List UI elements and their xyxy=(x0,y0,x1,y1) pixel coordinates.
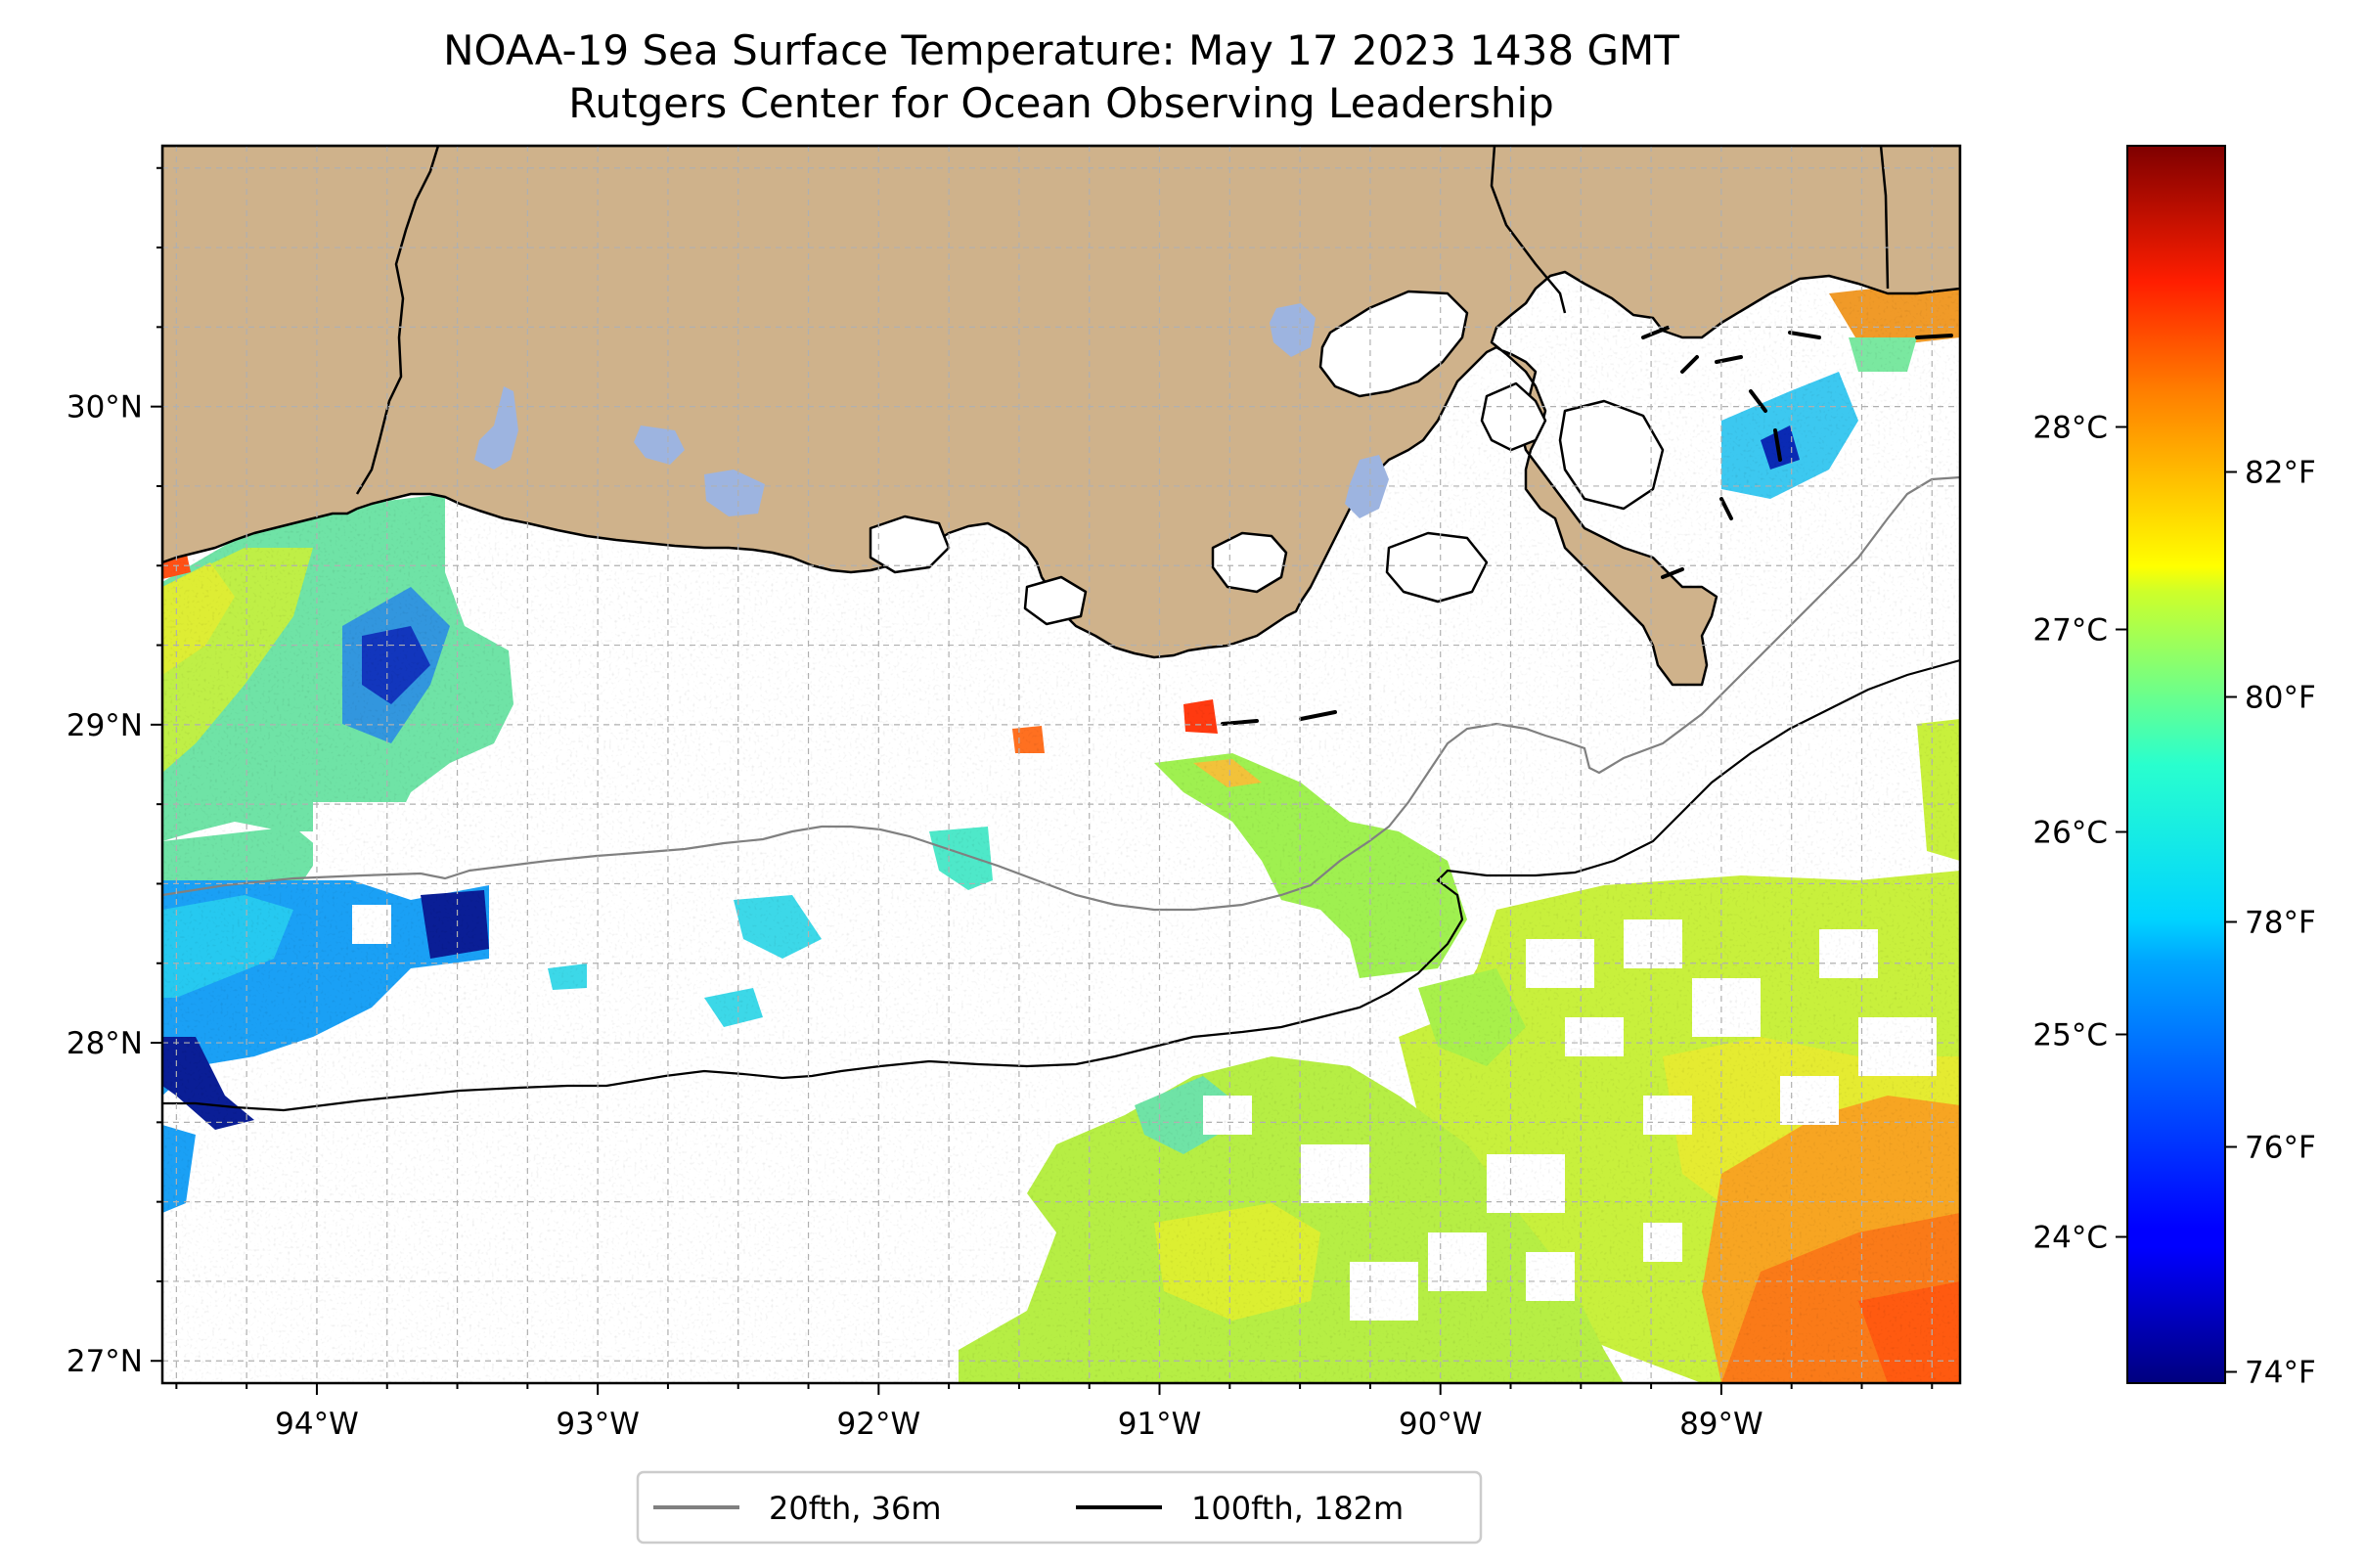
colorbar-f-label: 82°F xyxy=(2245,456,2316,491)
lon-tick-label: 90°W xyxy=(1399,1407,1483,1442)
map-frame xyxy=(160,144,1962,1385)
barrier-islands xyxy=(1221,326,1953,726)
lake-3 xyxy=(704,470,765,516)
colorbar-f-label: 76°F xyxy=(2245,1131,2316,1166)
lake-borgne xyxy=(1480,381,1547,452)
border-texas-louisiana xyxy=(355,146,440,495)
lon-tick-label: 93°W xyxy=(556,1407,640,1442)
breton-sound xyxy=(1385,531,1489,604)
state-borders xyxy=(355,146,1890,495)
chandeleur-sound xyxy=(1558,399,1665,511)
terrebonne-bay xyxy=(1023,575,1088,626)
lake-pontchartrain xyxy=(1318,290,1469,398)
border-alabama xyxy=(1879,146,1890,290)
lake-5 xyxy=(1345,455,1389,518)
colorbar: 74°F 76°F 78°F 80°F 82°F 24°C 25°C 26°C 27°C 28°C xyxy=(2032,145,2316,1391)
inland-lakes xyxy=(474,303,1389,518)
colorbar-c-label: 25°C xyxy=(2032,1018,2108,1053)
colorbar-f-label: 78°F xyxy=(2245,906,2316,941)
chart-subtitle: Rutgers Center for Ocean Observing Leade… xyxy=(568,79,1554,127)
map-axes: 94°W 93°W 92°W 91°W 90°W 89°W 30°N 29°N 28°N 27°N xyxy=(67,166,1934,1442)
colorbar-c-label: 28°C xyxy=(2032,411,2108,446)
lat-tick-label: 28°N xyxy=(67,1026,143,1061)
lake-2 xyxy=(634,426,685,465)
lat-tick-label: 27°N xyxy=(67,1344,143,1379)
legend-label-100fth: 100fth, 182m xyxy=(1191,1490,1404,1527)
legend-box xyxy=(636,1470,1483,1545)
isobath-20fth xyxy=(162,475,1960,912)
barataria-bay xyxy=(1211,531,1288,594)
lon-tick-label: 89°W xyxy=(1679,1407,1763,1442)
lat-tick-label: 30°N xyxy=(67,390,143,426)
border-mississippi xyxy=(1490,146,1567,314)
colorbar-c-label: 26°C xyxy=(2032,816,2108,851)
chart-title: NOAA-19 Sea Surface Temperature: May 17 … xyxy=(443,26,1679,74)
lon-tick-label: 92°W xyxy=(837,1407,921,1442)
colorbar-f-label: 74°F xyxy=(2245,1356,2316,1391)
atchafalaya-bay xyxy=(869,515,951,574)
lat-tick-label: 29°N xyxy=(67,708,143,743)
colorbar-gradient xyxy=(2126,145,2226,1384)
map-grid xyxy=(162,146,1960,1383)
lon-tick-label: 91°W xyxy=(1118,1407,1202,1442)
isobath-100fth xyxy=(162,658,1960,1112)
colorbar-c-label: 27°C xyxy=(2032,613,2108,649)
colorbar-c-label: 24°C xyxy=(2032,1221,2108,1256)
lon-tick-label: 94°W xyxy=(275,1407,359,1442)
bays-and-lakes xyxy=(869,290,1665,626)
map-panel xyxy=(162,146,1960,1383)
colorbar-ticks: 74°F 76°F 78°F 80°F 82°F 24°C 25°C 26°C 27°C 28°C xyxy=(2032,411,2315,1391)
legend-label-20fth: 20fth, 36m xyxy=(769,1490,941,1527)
lake-4 xyxy=(1270,303,1316,357)
colorbar-f-label: 80°F xyxy=(2245,681,2316,716)
legend: 20fth, 36m 100fth, 182m xyxy=(636,1470,1483,1545)
